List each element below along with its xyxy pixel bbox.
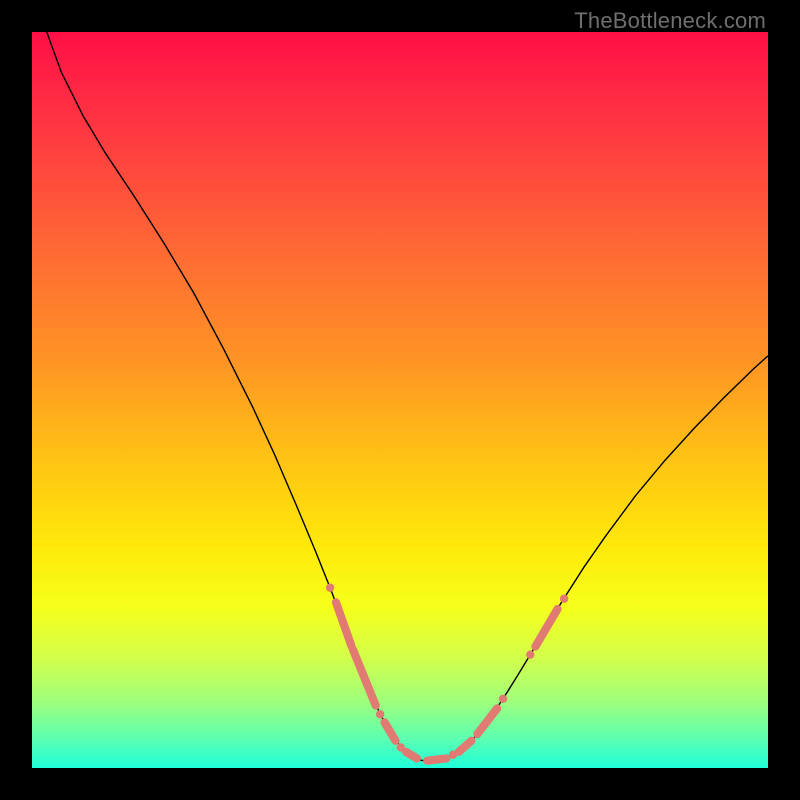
chart-svg	[32, 32, 768, 768]
plot-area	[32, 32, 768, 768]
marker-segment	[406, 752, 417, 759]
marker-dot	[499, 695, 507, 703]
marker-dot	[376, 710, 384, 718]
watermark-text: TheBottleneck.com	[574, 8, 766, 34]
marker-dot	[560, 595, 568, 603]
marker-segment	[427, 758, 446, 760]
plot-background	[32, 32, 768, 768]
marker-dot	[526, 650, 534, 658]
marker-dot	[326, 583, 334, 591]
chart-container: TheBottleneck.com	[0, 0, 800, 800]
